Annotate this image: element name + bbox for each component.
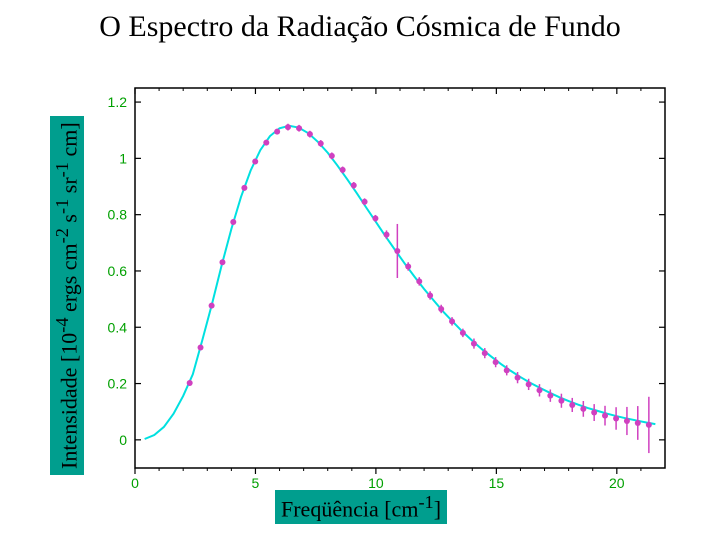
y-pre: Intensidade [10 bbox=[56, 333, 81, 469]
annot-T: T bbox=[395, 185, 407, 210]
svg-text:20: 20 bbox=[609, 475, 625, 491]
svg-text:0: 0 bbox=[119, 432, 127, 448]
svg-text:0.6: 0.6 bbox=[108, 263, 128, 279]
svg-text:0: 0 bbox=[131, 475, 139, 491]
y-e4: -1 bbox=[52, 162, 72, 177]
svg-text:1: 1 bbox=[119, 150, 127, 166]
y-m1: ergs cm bbox=[56, 243, 81, 317]
annot-T-rest: = 2. 725 ± 0. 002 K bbox=[407, 185, 586, 210]
y-e2: -2 bbox=[52, 228, 72, 243]
x-axis-label-box: Freqüência [cm-1] bbox=[275, 490, 447, 524]
cmb-spectrum-chart: 0 5 10 15 20 0 0.2 0.4 0.6 0.8 1 1.2 bbox=[0, 0, 720, 540]
x-pre: Freqüência [cm bbox=[281, 496, 418, 521]
svg-text:0.4: 0.4 bbox=[108, 319, 128, 335]
y-axis-label-box: Intensidade [10-4 ergs cm-2 s-1 sr-1 cm] bbox=[50, 116, 84, 475]
annot-spec-l2: T = 2. 725 ± 0. 002 K bbox=[395, 185, 586, 211]
annotation-spectrum: espectro térmico com T = 2. 725 ± 0. 002… bbox=[385, 155, 596, 215]
svg-text:0.8: 0.8 bbox=[108, 207, 128, 223]
y-m2: s bbox=[56, 214, 81, 228]
svg-text:15: 15 bbox=[489, 475, 505, 491]
annot-err-l1: dados com bbox=[448, 249, 556, 276]
page-title: O Espectro da Radiação Cósmica de Fundo bbox=[0, 10, 720, 44]
svg-text:5: 5 bbox=[252, 475, 260, 491]
y-e3: -1 bbox=[52, 199, 72, 214]
svg-text:0.2: 0.2 bbox=[108, 376, 128, 392]
annot-err-l2: erros x 100 bbox=[448, 276, 556, 303]
svg-text:1.2: 1.2 bbox=[108, 94, 128, 110]
y-suf: cm] bbox=[56, 122, 81, 162]
y-m3: sr bbox=[56, 177, 81, 198]
x-e: -1 bbox=[418, 492, 433, 512]
y-axis-label: Intensidade [10-4 ergs cm-2 s-1 sr-1 cm] bbox=[50, 116, 84, 475]
annot-spec-l1: espectro térmico com bbox=[395, 159, 586, 185]
x-axis-label: Freqüência [cm-1] bbox=[275, 490, 447, 524]
svg-text:10: 10 bbox=[368, 475, 384, 491]
y-e1: -4 bbox=[52, 317, 72, 332]
x-suf: ] bbox=[434, 496, 441, 521]
annotation-errors: dados com erros x 100 bbox=[430, 245, 574, 307]
